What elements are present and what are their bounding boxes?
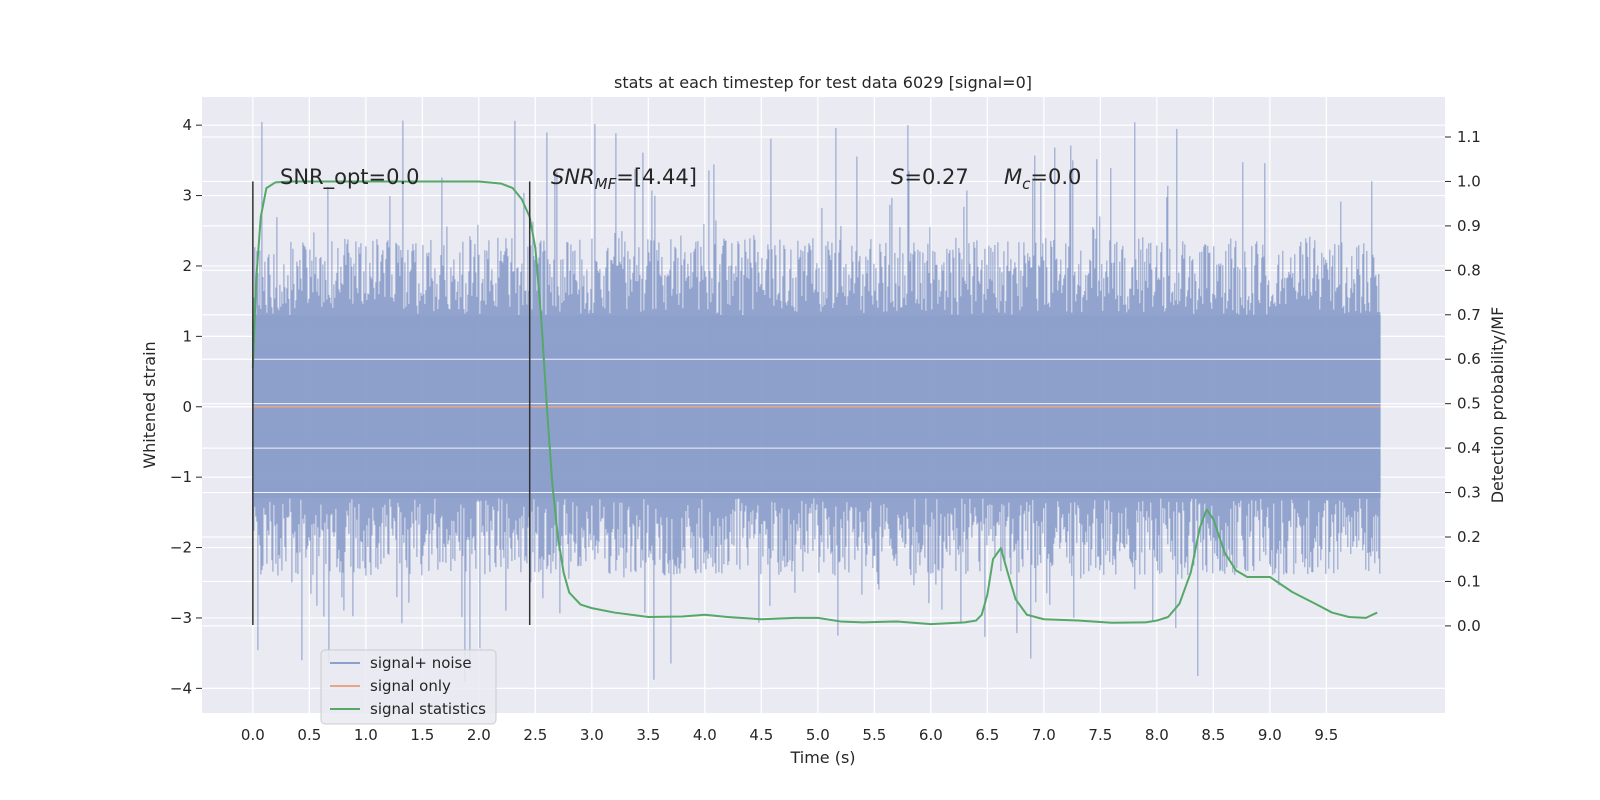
annotation-mc: Mc=0.0 bbox=[1004, 165, 1081, 193]
y-left-tick-label: −3 bbox=[170, 609, 192, 627]
legend-label-signal-only: signal only bbox=[370, 677, 451, 695]
x-tick-label: 8.0 bbox=[1145, 726, 1169, 744]
y-right-tick-label: 0.8 bbox=[1457, 261, 1481, 279]
x-tick-label: 6.0 bbox=[919, 726, 943, 744]
x-tick-label: 1.5 bbox=[410, 726, 434, 744]
x-tick-label: 3.0 bbox=[580, 726, 604, 744]
annotation-snr-opt: SNR_opt=0.0 bbox=[280, 165, 420, 190]
y-right-tick-label: 0.5 bbox=[1457, 395, 1481, 413]
x-tick-label: 2.0 bbox=[467, 726, 491, 744]
x-tick-label: 5.5 bbox=[862, 726, 886, 744]
y-right-tick-label: 0.4 bbox=[1457, 439, 1481, 457]
x-tick-label: 7.5 bbox=[1088, 726, 1112, 744]
y-left-tick-label: −2 bbox=[170, 539, 192, 557]
y-left-tick-label: 0 bbox=[182, 398, 192, 416]
y-right-tick-label: 1.1 bbox=[1457, 128, 1481, 146]
legend-box bbox=[320, 649, 497, 725]
y-right-tick-label: 0.7 bbox=[1457, 306, 1481, 324]
y-left-tick-label: 2 bbox=[182, 257, 192, 275]
y-right-tick-label: 0.1 bbox=[1457, 572, 1481, 590]
legend-label-signal-noise: signal+ noise bbox=[370, 654, 472, 672]
x-tick-label: 0.5 bbox=[297, 726, 321, 744]
annotation-snr-mf-value: =[4.44] bbox=[616, 165, 697, 189]
annotation-s-main: S bbox=[891, 165, 904, 189]
legend: signal+ noise signal only signal statist… bbox=[320, 649, 497, 725]
x-axis-label: Time (s) bbox=[789, 748, 855, 767]
legend-label-signal-statistics: signal statistics bbox=[370, 700, 486, 718]
annotation-snr-mf: SNRMF=[4.44] bbox=[551, 165, 697, 193]
x-tick-label: 9.5 bbox=[1314, 726, 1338, 744]
x-tick-label: 4.5 bbox=[749, 726, 773, 744]
x-tick-label: 7.0 bbox=[1032, 726, 1056, 744]
x-tick-label: 5.0 bbox=[806, 726, 830, 744]
y-left-tick-label: 3 bbox=[182, 187, 192, 205]
annotation-snr-mf-main: SNR bbox=[551, 165, 595, 189]
vertical-markers bbox=[252, 181, 531, 625]
x-tick-label: 9.0 bbox=[1258, 726, 1282, 744]
x-tick-label: 1.0 bbox=[354, 726, 378, 744]
y-left-tick-label: 1 bbox=[182, 327, 192, 345]
x-tick-label: 8.5 bbox=[1201, 726, 1225, 744]
y-left-tick-label: 4 bbox=[182, 116, 192, 134]
line-series bbox=[251, 180, 1381, 626]
y-right-tick-label: 1.0 bbox=[1457, 172, 1481, 190]
annotation-s: S=0.27 bbox=[891, 165, 969, 189]
y-right-tick-label: 0.9 bbox=[1457, 217, 1481, 235]
annotation-s-value: =0.27 bbox=[904, 165, 968, 189]
y-left-tick-labels: −4 −3 −2 −1 0 1 2 3 4 bbox=[170, 116, 202, 697]
y-right-tick-labels: 0.0 0.1 0.2 0.3 0.4 0.5 0.6 0.7 0.8 0.9 1.0 1.1 bbox=[1445, 128, 1481, 635]
chart-title: stats at each timestep for test data 602… bbox=[614, 73, 1032, 92]
y-right-tick-label: 0.0 bbox=[1457, 617, 1481, 635]
y-right-tick-label: 0.3 bbox=[1457, 484, 1481, 502]
x-tick-labels: 0.0 0.5 1.0 1.5 2.0 2.5 3.0 3.5 4.0 4.5 5.0 5.5 6.0 6… bbox=[241, 726, 1338, 744]
x-tick-label: 0.0 bbox=[241, 726, 265, 744]
annotation-mc-sub: c bbox=[1022, 175, 1031, 193]
x-tick-label: 2.5 bbox=[523, 726, 547, 744]
signal-statistics-line bbox=[251, 180, 1378, 626]
y-right-tick-label: 0.2 bbox=[1457, 528, 1481, 546]
annotation-snr-mf-sub: MF bbox=[595, 175, 617, 193]
y-left-tick-label: −4 bbox=[170, 679, 192, 697]
x-tick-label: 6.5 bbox=[975, 726, 999, 744]
y-right-axis-label: Detection probability/MF bbox=[1488, 307, 1507, 504]
x-tick-label: 3.5 bbox=[636, 726, 660, 744]
y-left-axis-label: Whitened strain bbox=[140, 341, 159, 468]
y-left-tick-label: −1 bbox=[170, 468, 192, 486]
annotation-mc-main: M bbox=[1004, 165, 1022, 189]
annotation-mc-value: =0.0 bbox=[1030, 165, 1081, 189]
x-tick-label: 4.0 bbox=[693, 726, 717, 744]
y-right-tick-label: 0.6 bbox=[1457, 350, 1481, 368]
